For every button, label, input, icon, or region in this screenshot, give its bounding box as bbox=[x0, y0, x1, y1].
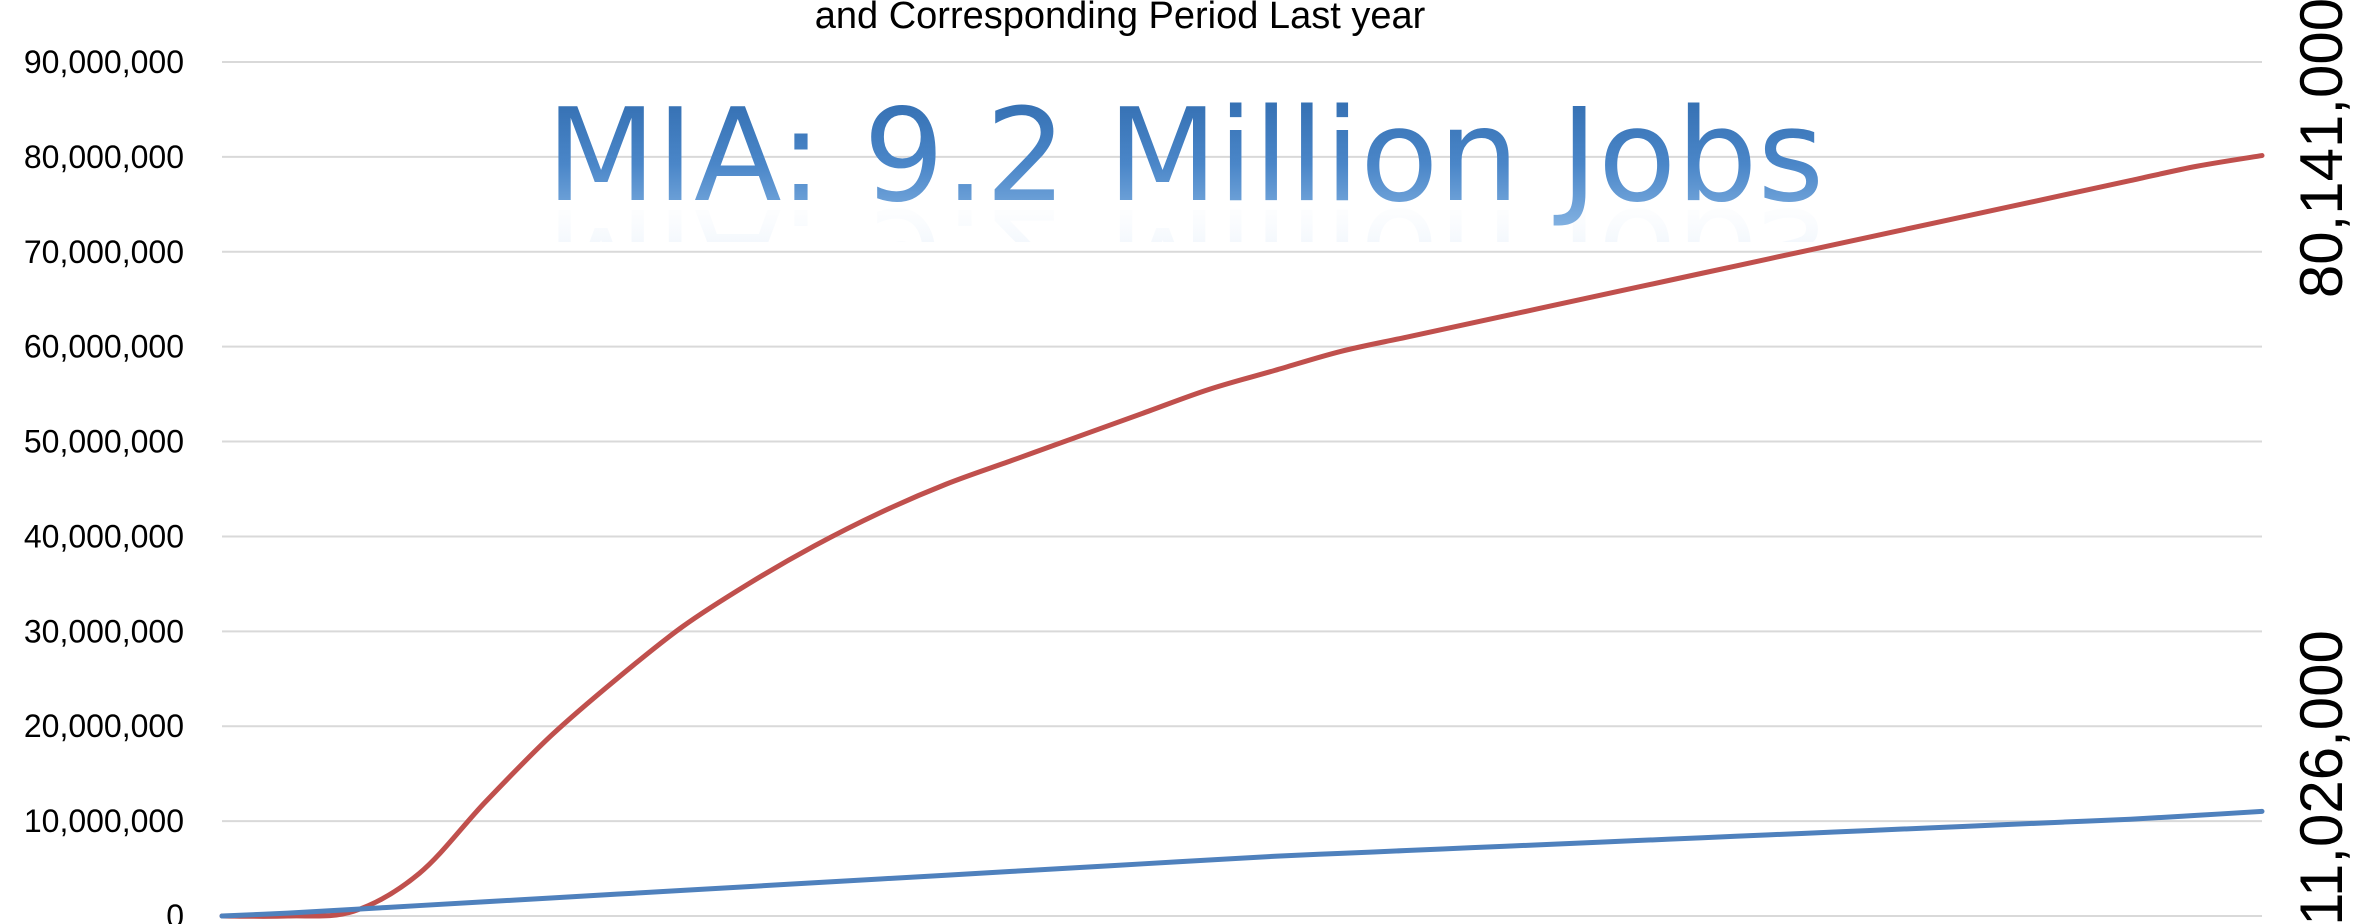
series-line-0 bbox=[219, 153, 2265, 919]
y-tick-label: 40,000,000 bbox=[24, 518, 184, 554]
y-tick-label: 70,000,000 bbox=[24, 234, 184, 270]
y-tick-label: 50,000,000 bbox=[24, 424, 184, 460]
y-tick-label: 90,000,000 bbox=[24, 44, 184, 80]
headline-text: MIA: 9.2 Million Jobs bbox=[546, 82, 1824, 231]
y-tick-label: 0 bbox=[166, 898, 184, 924]
y-tick-label: 30,000,000 bbox=[24, 613, 184, 649]
y-tick-label: 20,000,000 bbox=[24, 708, 184, 744]
series-lines bbox=[219, 153, 2265, 919]
y-tick-label: 60,000,000 bbox=[24, 329, 184, 365]
chart-subtitle: and Corresponding Period Last year bbox=[815, 0, 1426, 37]
series-line-1 bbox=[219, 808, 2265, 919]
y-tick-label: 80,000,000 bbox=[24, 139, 184, 175]
series-end-label-blue: 11,026,000 bbox=[2288, 630, 2355, 924]
y-tick-label: 10,000,000 bbox=[24, 803, 184, 839]
series-end-label-red: 80,141,000 bbox=[2288, 0, 2355, 298]
headline-reflection: MIA: 9.2 Million Jobs bbox=[546, 179, 1824, 328]
y-axis-tick-labels: 0 10,000,000 20,000,000 30,000,000 40,000,00… bbox=[24, 44, 184, 924]
headline-reflection-text: MIA: 9.2 Million Jobs bbox=[546, 179, 1824, 328]
